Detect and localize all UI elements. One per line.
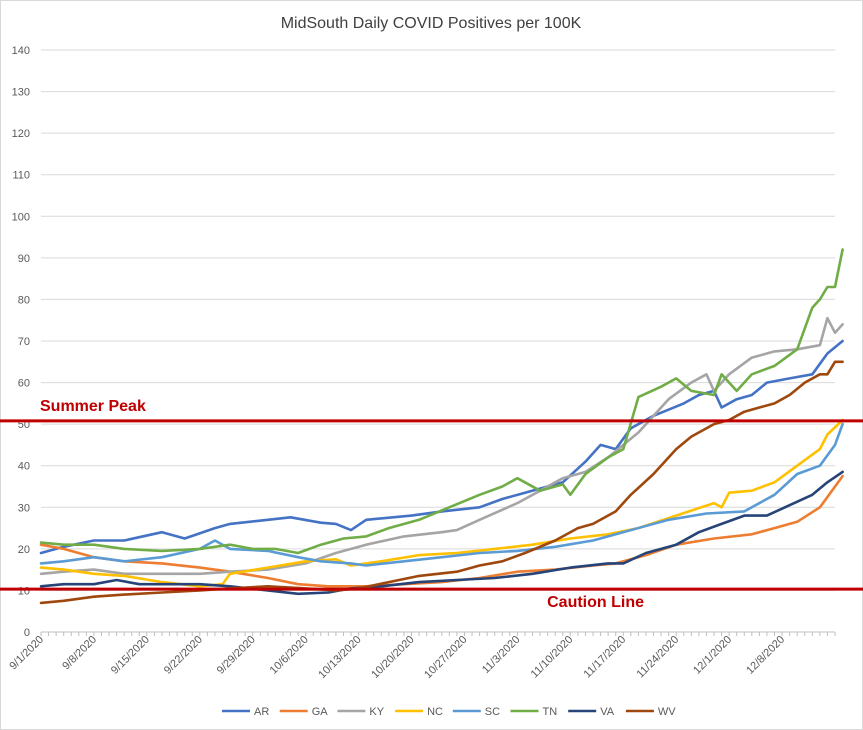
series-line-sc xyxy=(39,422,844,567)
legend-label: AR xyxy=(254,706,269,718)
series-line-tn xyxy=(39,248,844,555)
x-tick-label: 10/6/2020 xyxy=(268,634,311,677)
y-tick-label: 40 xyxy=(18,461,30,473)
y-tick-label: 10 xyxy=(18,585,30,597)
series-lines xyxy=(39,248,844,605)
legend-label: SC xyxy=(485,706,500,718)
x-tick-label: 9/29/2020 xyxy=(215,634,258,677)
y-tick-label: 140 xyxy=(12,45,30,57)
y-tick-label: 120 xyxy=(12,128,30,140)
y-tick-label: 20 xyxy=(18,544,30,556)
x-tick-label: 10/27/2020 xyxy=(422,634,469,681)
x-tick-label: 11/10/2020 xyxy=(529,634,576,681)
chart-title: MidSouth Daily COVID Positives per 100K xyxy=(281,15,582,32)
y-tick-label: 90 xyxy=(18,253,30,265)
y-tick-label: 30 xyxy=(18,502,30,514)
series-line-va xyxy=(39,470,844,596)
series-line-ar xyxy=(39,339,844,555)
y-tick-label: 130 xyxy=(12,87,30,99)
x-tick-label: 9/15/2020 xyxy=(109,634,152,677)
series-line-wv xyxy=(39,360,844,605)
legend-label: GA xyxy=(312,706,329,718)
y-tick-label: 70 xyxy=(18,336,30,348)
x-tick-label: 11/17/2020 xyxy=(582,634,629,681)
y-tick-label: 80 xyxy=(18,294,30,306)
legend-label: NC xyxy=(427,706,443,718)
y-tick-label: 100 xyxy=(12,211,30,223)
y-tick-label: 110 xyxy=(12,170,30,182)
y-tick-label: 0 xyxy=(24,627,30,639)
legend-label: WV xyxy=(658,706,676,718)
legend-label: KY xyxy=(369,706,384,718)
x-tick-label: 12/1/2020 xyxy=(691,634,734,677)
series-line-nc xyxy=(39,418,844,588)
reference-line-label: Caution Line xyxy=(547,594,644,611)
reference-line-label: Summer Peak xyxy=(40,398,146,415)
x-tick-label: 9/8/2020 xyxy=(60,634,99,673)
legend-label: TN xyxy=(543,706,558,718)
x-tick-label: 12/8/2020 xyxy=(744,634,787,677)
x-tick-label: 11/3/2020 xyxy=(480,634,523,677)
y-tick-label: 60 xyxy=(18,378,30,390)
x-tick-label: 10/13/2020 xyxy=(316,634,363,681)
x-axis-tick-labels: 9/1/2020 9/8/2020 9/15/2020 9/22/2020 9/29/2… xyxy=(7,634,787,681)
legend-label: VA xyxy=(600,706,615,718)
reference-lines: Summer Peak Caution Line xyxy=(0,398,863,611)
x-tick-label: 11/24/2020 xyxy=(634,634,681,681)
x-tick-label: 10/20/2020 xyxy=(369,634,416,681)
legend: AR GA KY NC SC TN VA WV xyxy=(222,706,676,718)
gridlines xyxy=(40,49,836,636)
x-tick-label: 9/22/2020 xyxy=(162,634,205,677)
x-tick-label: 9/1/2020 xyxy=(7,634,46,673)
series-line-ky xyxy=(39,316,844,576)
